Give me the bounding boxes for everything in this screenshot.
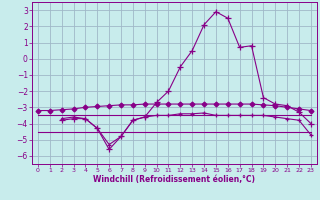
- X-axis label: Windchill (Refroidissement éolien,°C): Windchill (Refroidissement éolien,°C): [93, 175, 255, 184]
